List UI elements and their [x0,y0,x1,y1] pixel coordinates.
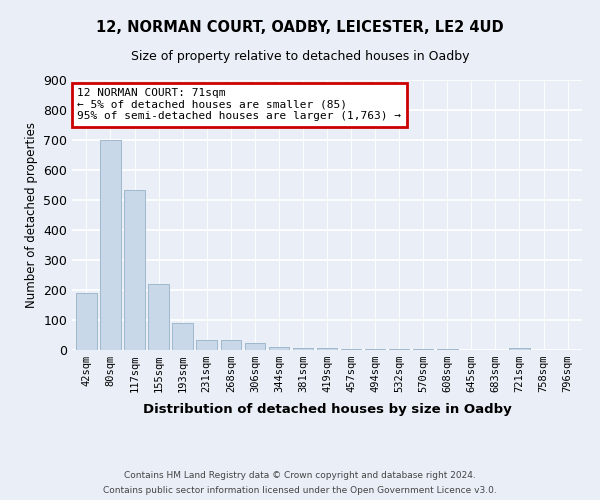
Text: Contains public sector information licensed under the Open Government Licence v3: Contains public sector information licen… [103,486,497,495]
Bar [389,349,409,350]
X-axis label: Distribution of detached houses by size in Oadby: Distribution of detached houses by size … [143,404,511,416]
Bar [245,344,265,350]
Bar [221,340,241,350]
Bar [293,348,313,350]
Bar [509,348,530,350]
Bar [317,348,337,350]
Bar [413,348,433,350]
Bar [124,190,145,350]
Text: 12, NORMAN COURT, OADBY, LEICESTER, LE2 4UD: 12, NORMAN COURT, OADBY, LEICESTER, LE2 … [96,20,504,35]
Bar [172,323,193,350]
Bar [76,293,97,350]
Bar [148,284,169,350]
Text: 12 NORMAN COURT: 71sqm
← 5% of detached houses are smaller (85)
95% of semi-deta: 12 NORMAN COURT: 71sqm ← 5% of detached … [77,88,401,122]
Bar [365,349,385,350]
Text: Contains HM Land Registry data © Crown copyright and database right 2024.: Contains HM Land Registry data © Crown c… [124,471,476,480]
Bar [269,347,289,350]
Y-axis label: Number of detached properties: Number of detached properties [25,122,38,308]
Text: Size of property relative to detached houses in Oadby: Size of property relative to detached ho… [131,50,469,63]
Bar [437,349,458,350]
Bar [341,348,361,350]
Bar [100,140,121,350]
Bar [196,340,217,350]
